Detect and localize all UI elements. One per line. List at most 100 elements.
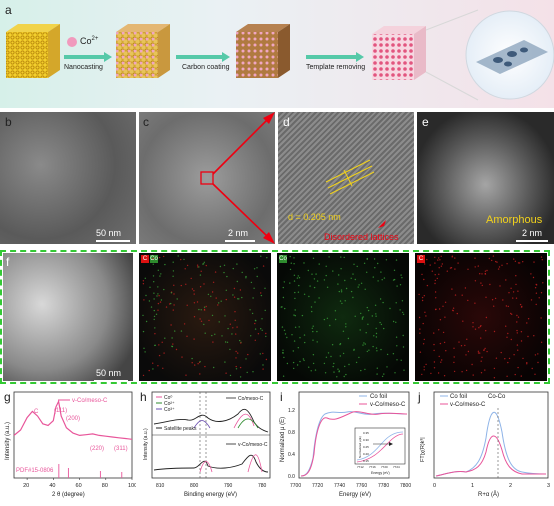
h-top-co3 xyxy=(193,420,211,429)
tem-image-d xyxy=(278,112,414,244)
tem-d-overlay xyxy=(325,159,386,228)
i-ytick-label: 1.2 xyxy=(288,408,295,414)
h-series-top: Co/meso-C xyxy=(238,396,264,402)
i-inset-curve xyxy=(356,431,404,461)
eds-map-overlay xyxy=(139,253,271,381)
step-label-3: Template removing xyxy=(306,64,366,71)
h-tick-label: 810 xyxy=(156,483,165,489)
i-leg-cofoil: Co foil xyxy=(370,394,387,400)
scalebar-f xyxy=(94,380,128,382)
g-tick-label: 80 xyxy=(102,483,108,489)
chart-g: 20 40 60 80 100 v-Co/meso-C C (111) (200) (2… xyxy=(5,391,136,498)
tag-co: Co xyxy=(279,255,287,263)
chart-j: Co-Co Co foil v-Co/meso-C 0 1 2 3 R+α (Å) F… xyxy=(420,391,550,498)
cube-template xyxy=(6,24,60,78)
h-top-co2 xyxy=(237,418,259,429)
disorder-label: Disordered lattices xyxy=(324,232,399,242)
scalebar-e xyxy=(516,240,548,242)
g-tick-label: 20 xyxy=(23,483,29,489)
co-charge: 2+ xyxy=(91,36,99,42)
h-bottom-co2 xyxy=(199,461,213,473)
tem-image-e xyxy=(417,112,554,244)
panel-label-i: i xyxy=(280,390,283,404)
i-tick-label: 7780 xyxy=(378,483,389,489)
panel-label-c: c xyxy=(143,115,149,129)
i-inset-tick: 7712 xyxy=(357,465,364,469)
g-legend: v-Co/meso-C xyxy=(72,398,108,404)
h-xlabel: Binding energy (eV) xyxy=(184,492,237,498)
tag-co-overlay: Co xyxy=(150,255,158,263)
j-tick-label: 1 xyxy=(471,483,474,489)
chart-h: Co⁰ Co²⁺ Co³⁺ Satellite peaks Co/meso-C … xyxy=(143,391,271,498)
eds-map-c xyxy=(415,253,547,381)
g-tick-label: 60 xyxy=(76,483,82,489)
i-inset-tick: 7724 xyxy=(393,465,400,469)
panel-label-a: a xyxy=(5,3,12,17)
g-ann-c: C xyxy=(34,409,39,415)
h-leg-co2: Co²⁺ xyxy=(164,401,175,407)
tem-image-b xyxy=(0,112,136,244)
i-inset-xlabel: Energy (eV) xyxy=(371,471,390,475)
h-series-bottom: v-Co/meso-C xyxy=(238,442,268,448)
panel-label-d: d xyxy=(283,115,290,129)
tag-c-overlay: C xyxy=(141,255,149,263)
i-tick-label: 7800 xyxy=(400,483,411,489)
cube-final xyxy=(372,26,426,80)
h-leg-sat: Satellite peaks xyxy=(164,426,197,432)
panel-label-b: b xyxy=(5,115,12,129)
eds-map-co xyxy=(277,253,409,381)
panel-label-e: e xyxy=(422,115,429,129)
j-coco-label: Co-Co xyxy=(488,394,506,400)
scalebar-b xyxy=(96,240,130,242)
h-bottom-co0 xyxy=(247,454,263,473)
scale-text-e: 2 nm xyxy=(522,228,543,238)
cube-nanocast xyxy=(116,24,170,78)
i-inset-ytick: 0.30 xyxy=(363,438,369,442)
g-tick-label: 100 xyxy=(128,483,136,489)
d-spacing-label: d = 0.205 nm xyxy=(288,212,341,222)
g-tick-label: 40 xyxy=(49,483,55,489)
i-inset-ytick: 0.25 xyxy=(363,445,369,449)
schematic-svg xyxy=(6,9,554,101)
co-text: Co xyxy=(80,36,92,46)
g-ann-311: (311) xyxy=(114,446,128,452)
haadf-image-f xyxy=(3,253,133,381)
j-tick-label: 2 xyxy=(509,483,512,489)
i-tick-label: 7720 xyxy=(312,483,323,489)
j-vco-curve xyxy=(435,435,546,477)
i-inset-tick: 7720 xyxy=(381,465,388,469)
j-tick-label: 0 xyxy=(433,483,436,489)
j-tick-label: 3 xyxy=(547,483,550,489)
scalebar-c xyxy=(225,240,255,242)
g-ann-220: (220) xyxy=(90,446,104,452)
panel-label-j: j xyxy=(418,390,421,404)
i-inset-ylabel: Normalized μ(E) xyxy=(358,436,362,458)
g-ann-111: (111) xyxy=(54,408,67,414)
step-label-1: Nanocasting xyxy=(64,64,103,71)
j-xlabel: R+α (Å) xyxy=(478,491,499,498)
j-leg-cofoil: Co foil xyxy=(450,394,467,400)
chart-i-plotarea xyxy=(298,391,410,479)
chart-j-plotarea xyxy=(433,391,549,479)
h-ylabel: Intensity (a.u.) xyxy=(143,428,149,460)
h-leg-co3: Co³⁺ xyxy=(164,407,175,413)
h-legend: Co⁰ Co²⁺ Co³⁺ Satellite peaks xyxy=(156,395,197,432)
i-inset-tick: 7716 xyxy=(369,465,376,469)
j-cofoil-curve xyxy=(435,411,547,477)
tag-c: C xyxy=(417,255,425,263)
g-ann-200: (200) xyxy=(66,416,80,422)
j-ylabel: FT|χ(R)k³| xyxy=(420,437,426,462)
step-label-2: Carbon coating xyxy=(182,64,230,71)
eds-frame xyxy=(0,250,550,384)
h-top-co0 xyxy=(233,413,255,429)
h-tick-label: 780 xyxy=(258,483,267,489)
i-ylabel: Normalized μ (E) xyxy=(280,417,286,462)
i-inset-ytick: 0.35 xyxy=(363,431,369,435)
amorphous-label: Amorphous xyxy=(486,214,543,226)
j-leg-vco: v-Co/meso-C xyxy=(450,402,486,408)
i-tick-label: 7740 xyxy=(334,483,345,489)
i-leg-vco: v-Co/meso-C xyxy=(370,402,406,408)
tem-c-overlay xyxy=(200,112,275,244)
chart-g-plotarea xyxy=(13,391,133,479)
i-inset-ytick: 0.20 xyxy=(363,452,369,456)
